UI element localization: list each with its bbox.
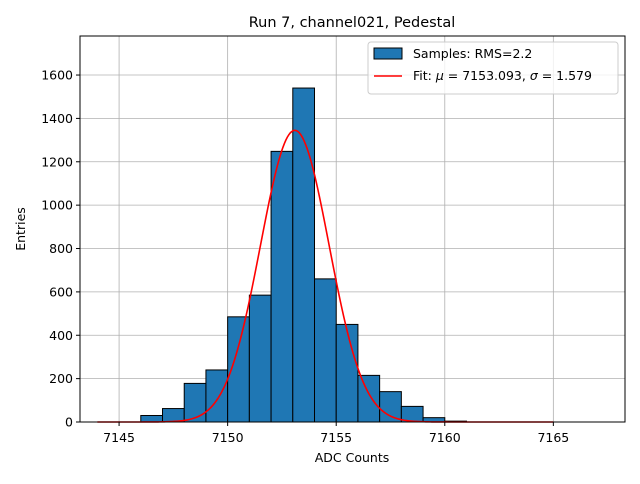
x-axis-ticks: 7145 7150 7155 7160 7165 bbox=[103, 422, 569, 445]
fit-label-sigma: σ bbox=[530, 68, 539, 83]
y-axis-ticks: 0 200 400 600 800 1000 1200 1400 1600 bbox=[41, 68, 80, 430]
y-tick-label: 400 bbox=[49, 328, 73, 343]
histogram-bar bbox=[270, 150, 294, 423]
grid-lines bbox=[80, 36, 625, 423]
legend-fit-label: Fit: μ = 7153.093, σ = 1.579 bbox=[413, 68, 592, 83]
x-tick-label: 7160 bbox=[429, 430, 461, 445]
histogram-bar bbox=[379, 391, 402, 423]
x-tick-label: 7165 bbox=[537, 430, 569, 445]
y-tick-label: 1600 bbox=[41, 68, 73, 83]
x-tick-label: 7145 bbox=[103, 430, 135, 445]
histogram-bar bbox=[248, 294, 272, 423]
plot-frame bbox=[79, 35, 626, 423]
x-tick-label: 7150 bbox=[212, 430, 244, 445]
fit-label-mu: μ bbox=[435, 68, 444, 83]
legend-samples-label: Samples: RMS=2.2 bbox=[413, 46, 532, 61]
legend-samples-swatch bbox=[373, 47, 403, 60]
y-tick-label: 0 bbox=[65, 415, 73, 430]
x-tick-label: 7155 bbox=[320, 430, 352, 445]
y-tick-label: 1200 bbox=[41, 154, 73, 169]
y-tick-label: 1000 bbox=[41, 198, 73, 213]
fit-label-mid: = 7153.093, bbox=[444, 68, 530, 83]
fit-label-prefix: Fit: bbox=[413, 68, 436, 83]
histogram-bar bbox=[314, 278, 337, 423]
y-tick-label: 200 bbox=[49, 371, 73, 386]
x-axis-label: ADC Counts bbox=[315, 450, 390, 465]
histogram-bar bbox=[140, 414, 164, 423]
histogram-bar bbox=[162, 408, 185, 423]
y-tick-label: 800 bbox=[49, 241, 73, 256]
fit-label-end: = 1.579 bbox=[538, 68, 592, 83]
legend: Samples: RMS=2.2 Fit: μ = 7153.093, σ = … bbox=[367, 41, 619, 95]
legend-box bbox=[367, 41, 619, 95]
y-tick-label: 600 bbox=[49, 284, 73, 299]
chart-title: Run 7, channel021, Pedestal bbox=[249, 15, 456, 31]
histogram-bars bbox=[140, 87, 467, 423]
histogram-bar bbox=[357, 374, 381, 423]
histogram-bar bbox=[183, 382, 207, 423]
histogram-bar bbox=[335, 323, 359, 423]
histogram-bar bbox=[205, 369, 229, 423]
y-axis-label: Entries bbox=[13, 207, 28, 251]
y-tick-label: 1400 bbox=[41, 111, 73, 126]
